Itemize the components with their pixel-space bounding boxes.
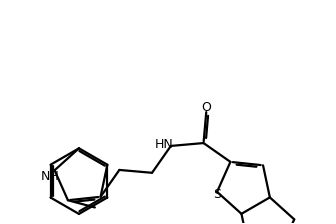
Text: NH: NH: [41, 170, 59, 183]
Text: S: S: [213, 188, 221, 201]
Text: HN: HN: [155, 138, 174, 151]
Text: O: O: [202, 101, 211, 114]
